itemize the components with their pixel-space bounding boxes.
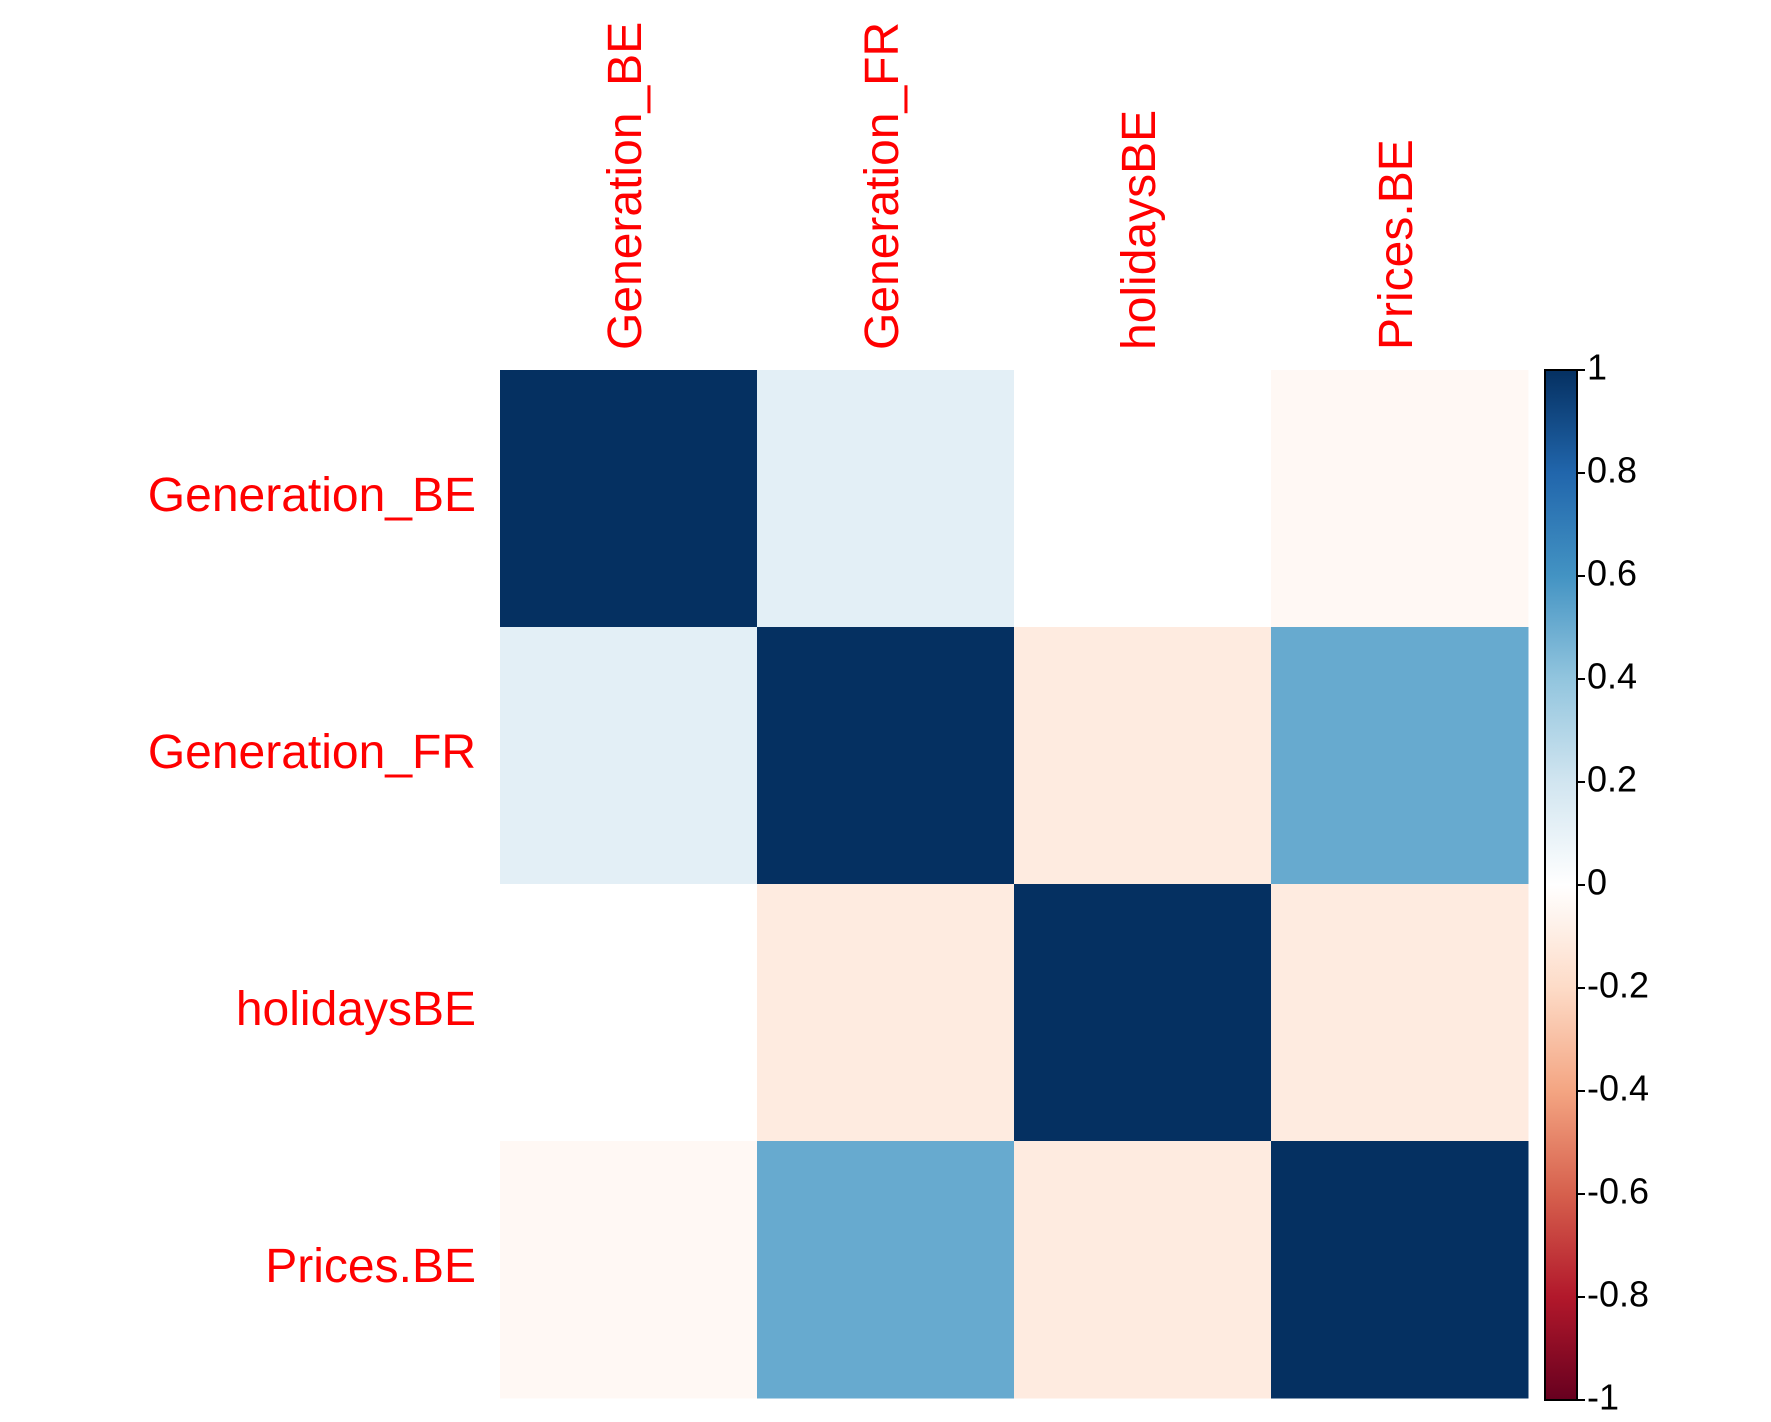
colorbar-ticks: 1 0.8 0.6 0.4 0.2 0 -0.2 -0.4 -0.6 -0.8 -1: [1577, 347, 1649, 1418]
cell-prices-be-generation-be: [500, 1141, 758, 1399]
cell-generation-fr-generation-fr: [757, 627, 1015, 885]
column-label-generation-fr: Generation_FR: [856, 22, 909, 350]
colorbar: 1 0.8 0.6 0.4 0.2 0 -0.2 -0.4 -0.6 -0.8 -1: [1544, 347, 1649, 1418]
cell-prices-be-generation-fr: [757, 1141, 1015, 1399]
colorbar-tick-label: 0: [1587, 862, 1607, 903]
colorbar-tick-label: -0.8: [1587, 1274, 1649, 1315]
colorbar-tick-label: 0.8: [1587, 450, 1637, 491]
cell-generation-be-generation-fr: [757, 370, 1015, 628]
colorbar-tick-label: 0.6: [1587, 553, 1637, 594]
cell-holidaysbe-prices-be: [1271, 884, 1529, 1142]
row-label-prices-be: Prices.BE: [265, 1240, 476, 1293]
colorbar-tick-label: -0.6: [1587, 1171, 1649, 1212]
row-label-holidaysbe: holidaysBE: [236, 983, 476, 1036]
colorbar-tick-label: 0.2: [1587, 759, 1637, 800]
cell-generation-be-holidaysbe: [1014, 370, 1272, 628]
column-labels: Generation_BE Generation_FR holidaysBE Pric…: [599, 22, 1423, 350]
row-label-generation-be: Generation_BE: [148, 469, 476, 522]
cell-generation-be-prices-be: [1271, 370, 1529, 628]
column-label-holidaysbe: holidaysBE: [1113, 110, 1166, 350]
cell-generation-fr-generation-be: [500, 627, 758, 885]
colorbar-tick-label: -1: [1587, 1377, 1619, 1417]
column-label-prices-be: Prices.BE: [1370, 139, 1423, 350]
row-labels: Generation_BE Generation_FR holidaysBE Pric…: [148, 469, 476, 1293]
cell-prices-be-prices-be: [1271, 1141, 1529, 1399]
cell-holidaysbe-generation-be: [500, 884, 758, 1142]
colorbar-tick-label: 0.4: [1587, 656, 1637, 697]
colorbar-tick-label: -0.4: [1587, 1068, 1649, 1109]
row-label-generation-fr: Generation_FR: [148, 726, 476, 779]
colorbar-gradient: [1544, 369, 1578, 1401]
cell-holidaysbe-holidaysbe: [1014, 884, 1272, 1142]
cell-generation-fr-holidaysbe: [1014, 627, 1272, 885]
cell-generation-fr-prices-be: [1271, 627, 1529, 885]
colorbar-tick-label: 1: [1587, 347, 1607, 388]
colorbar-tick-label: -0.2: [1587, 965, 1649, 1006]
cell-holidaysbe-generation-fr: [757, 884, 1015, 1142]
column-label-generation-be: Generation_BE: [599, 22, 652, 350]
heatmap-cells: [500, 370, 1529, 1399]
cell-generation-be-generation-be: [500, 370, 758, 628]
cell-prices-be-holidaysbe: [1014, 1141, 1272, 1399]
